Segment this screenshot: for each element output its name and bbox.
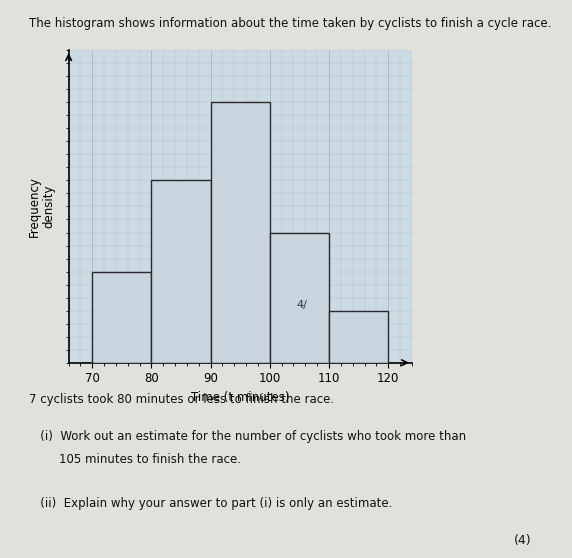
Bar [270,233,329,363]
Text: (4): (4) [514,534,532,547]
Bar [210,102,270,363]
Text: (ii)  Explain why your answer to part (i) is only an estimate.: (ii) Explain why your answer to part (i)… [29,497,392,509]
X-axis label: Time (t minutes): Time (t minutes) [191,391,289,404]
Bar [329,311,388,363]
Text: (i)  Work out an estimate for the number of cyclists who took more than: (i) Work out an estimate for the number … [29,430,466,442]
Text: 7 cyclists took 80 minutes or less to finish the race.: 7 cyclists took 80 minutes or less to fi… [29,393,333,406]
Text: 4/: 4/ [296,300,307,310]
Text: 105 minutes to finish the race.: 105 minutes to finish the race. [29,453,241,466]
Bar [92,272,152,363]
Y-axis label: Frequency
density: Frequency density [27,176,55,237]
Bar [152,180,210,363]
Text: The histogram shows information about the time taken by cyclists to finish a cyc: The histogram shows information about th… [29,17,551,30]
